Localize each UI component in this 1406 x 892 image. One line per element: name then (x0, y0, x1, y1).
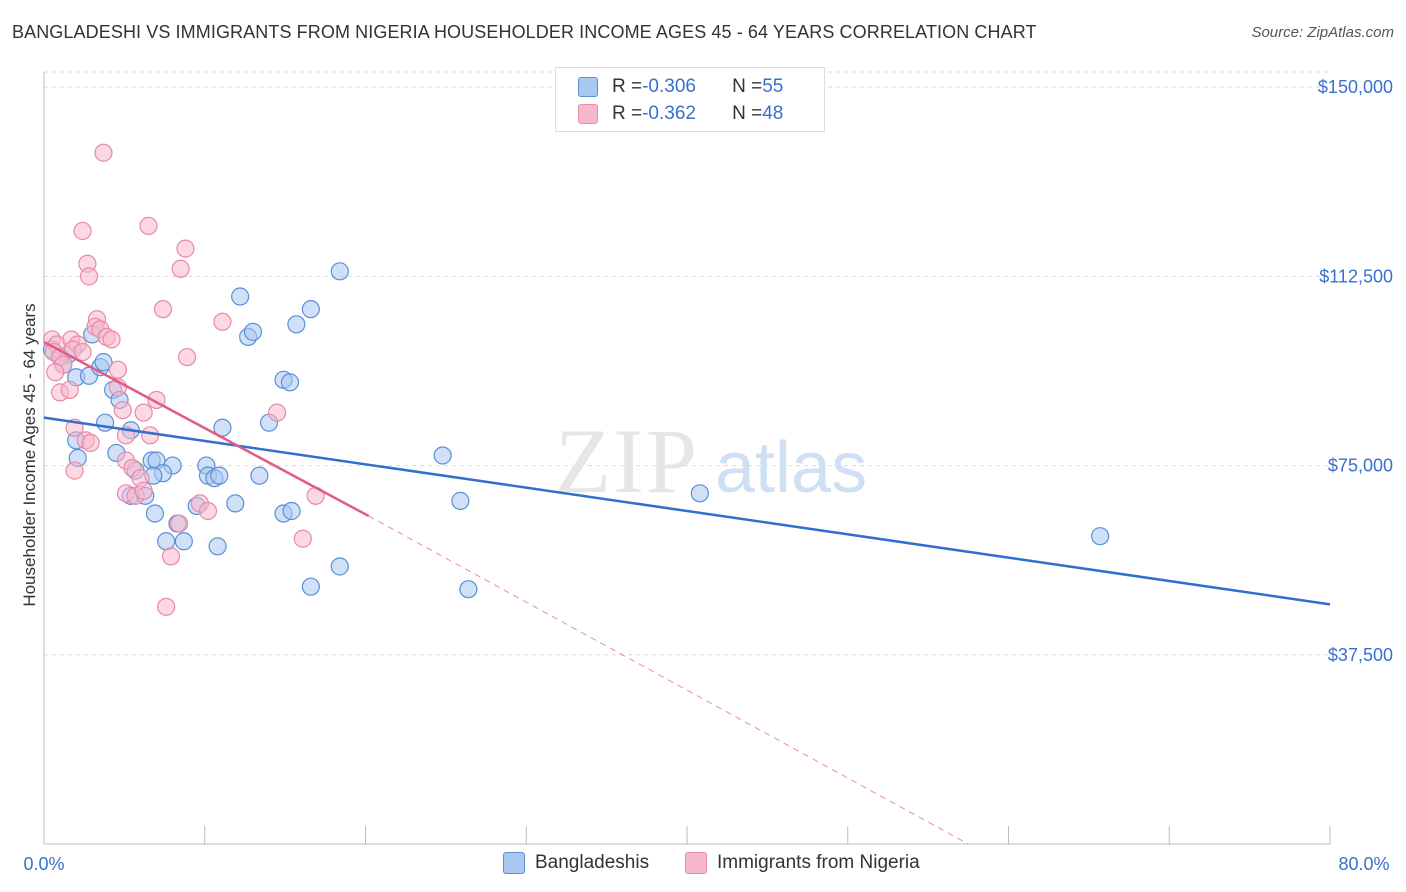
data-point-nigeria (161, 547, 181, 566)
data-point-nigeria (157, 597, 176, 616)
data-point-nigeria (293, 529, 312, 548)
x-tick-label: 80.0% (1338, 854, 1389, 874)
y-tick-label: $150,000 (1318, 77, 1393, 97)
stats-legend: R = -0.306 N = 55 R = -0.362 N = 48 (555, 67, 825, 132)
tick-labels: $37,500 $75,000 $112,500 $150,000 0.0% 80.0% (23, 77, 1393, 874)
data-point-nigeria (65, 461, 84, 480)
r-value: -0.362 (642, 103, 696, 124)
data-point-bangladeshis (210, 466, 229, 485)
legend-swatch-blue (503, 852, 525, 874)
data-point-bangladeshis (226, 494, 245, 513)
data-point-bangladeshis (250, 466, 269, 485)
data-point-nigeria (108, 360, 128, 379)
trend-line-bangladeshis (43, 416, 1331, 606)
data-point-nigeria (73, 342, 92, 362)
data-point-bangladeshis (282, 501, 301, 521)
data-point-bangladeshis (459, 580, 478, 599)
data-point-nigeria (46, 363, 65, 382)
data-point-nigeria (134, 403, 153, 422)
n-value: 48 (762, 103, 784, 124)
grid-lines (44, 71, 1330, 656)
data-point-nigeria (113, 400, 132, 420)
trend-line-nigeria-extension (368, 515, 969, 845)
n-value: 55 (762, 76, 784, 97)
data-point-bangladeshis (174, 532, 193, 551)
data-point-nigeria (94, 143, 113, 162)
data-point-bangladeshis (231, 287, 250, 306)
data-point-nigeria (134, 481, 153, 500)
y-tick-label: $75,000 (1328, 456, 1393, 476)
chart-title: BANGLADESHI VS IMMIGRANTS FROM NIGERIA H… (12, 22, 1037, 42)
data-point-bangladeshis (94, 353, 113, 372)
watermark-zip: ZIP (555, 410, 699, 512)
data-point-bangladeshis (157, 532, 176, 551)
data-point-bangladeshis (690, 484, 709, 503)
data-point-bangladeshis (1091, 527, 1110, 546)
data-point-bangladeshis (451, 491, 470, 510)
chart-source: Source: ZipAtlas.com (1251, 24, 1394, 41)
data-point-nigeria (171, 259, 190, 278)
data-point-nigeria (60, 380, 79, 399)
data-point-bangladeshis (330, 557, 349, 576)
data-points (42, 143, 1110, 616)
data-point-nigeria (81, 433, 100, 452)
data-point-bangladeshis (330, 262, 349, 281)
legend-label: Immigrants from Nigeria (717, 852, 920, 873)
r-value: -0.306 (642, 76, 696, 97)
legend-swatch-pink (578, 104, 598, 124)
data-point-bangladeshis (280, 373, 300, 392)
x-tick-label: 0.0% (23, 854, 64, 874)
data-point-nigeria (267, 403, 287, 422)
legend-item-bangladeshis: Bangladeshis (503, 852, 649, 874)
data-point-nigeria (79, 267, 99, 286)
data-point-nigeria (169, 514, 189, 533)
r-label: R = (612, 103, 643, 124)
stats-legend-row-nigeria: R = -0.362 N = 48 (578, 102, 783, 126)
trend-lines (43, 340, 1331, 845)
data-point-nigeria (73, 221, 92, 241)
data-point-bangladeshis (287, 315, 306, 334)
data-point-nigeria (213, 312, 232, 331)
y-tick-label: $37,500 (1328, 645, 1393, 665)
data-point-nigeria (198, 501, 218, 521)
data-point-bangladeshis (301, 577, 320, 596)
data-point-bangladeshis (301, 300, 320, 319)
stats-legend-row-bangladeshis: R = -0.306 N = 55 (578, 75, 783, 99)
data-point-nigeria (153, 300, 173, 319)
data-point-nigeria (176, 239, 195, 258)
data-point-bangladeshis (208, 537, 227, 556)
watermark-atlas: atlas (715, 428, 867, 508)
data-point-bangladeshis (243, 322, 263, 341)
data-point-nigeria (140, 426, 160, 445)
data-point-bangladeshis (145, 504, 165, 523)
legend-label: Bangladeshis (535, 852, 650, 873)
data-point-bangladeshis (95, 413, 115, 432)
y-tick-label: $112,500 (1319, 266, 1393, 286)
data-point-nigeria (139, 216, 158, 235)
data-point-nigeria (102, 330, 121, 349)
legend-swatch-pink (685, 852, 707, 874)
watermark: ZIP atlas (555, 410, 867, 512)
n-label: N = (732, 76, 763, 97)
n-label: N = (732, 103, 763, 124)
data-point-nigeria (177, 347, 197, 367)
trend-line-nigeria (43, 340, 370, 518)
axes (43, 72, 1331, 845)
legend-item-nigeria: Immigrants from Nigeria (685, 852, 920, 874)
series-legend: Bangladeshis Immigrants from Nigeria (0, 852, 1406, 878)
legend-swatch-blue (578, 77, 598, 97)
r-label: R = (612, 76, 643, 97)
data-point-bangladeshis (433, 446, 452, 465)
